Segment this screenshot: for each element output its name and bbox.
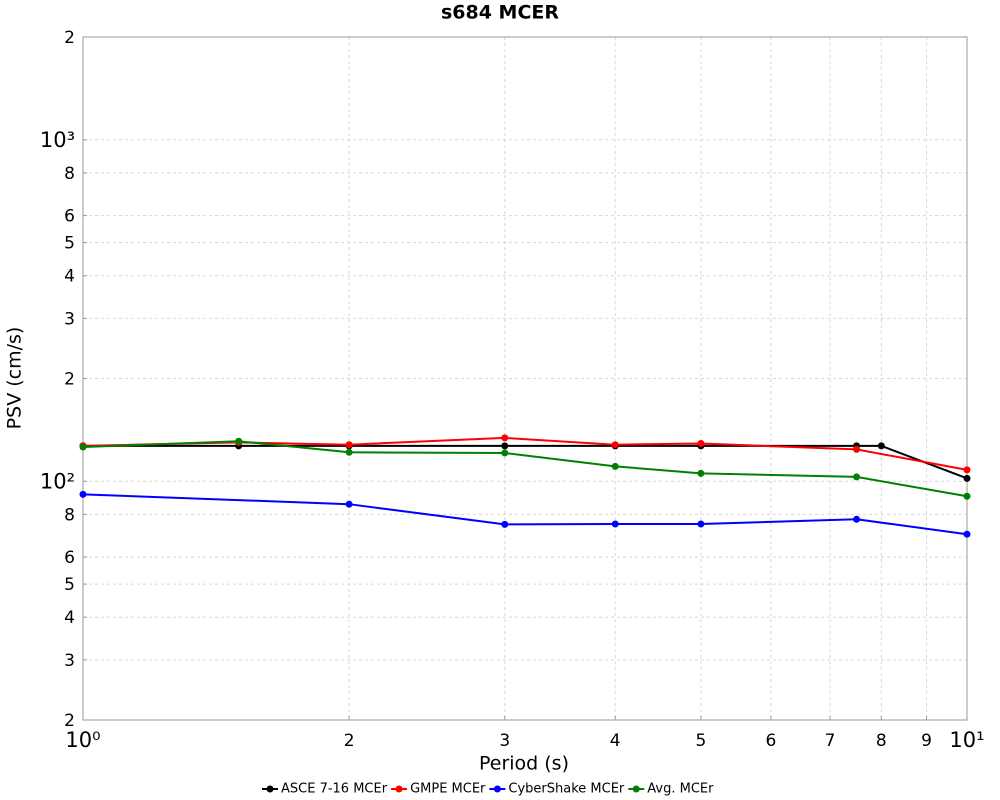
series-line [83,444,968,480]
data-point [79,443,87,451]
legend-marker [632,785,640,793]
plot-frame [82,36,968,721]
x-tick-label: 10⁰ [65,728,100,752]
y-tick-label: 4 [64,267,75,287]
y-tick-label: 4 [64,608,75,628]
legend-marker [266,785,274,793]
y-tick-label: 2 [64,711,75,731]
legend-label: ASCE 7-16 MCEr [281,782,388,797]
y-tick-label: 10² [40,469,75,493]
x-tick-label: 4 [610,731,621,751]
data-point [697,440,705,448]
x-axis-label: Period (s) [479,753,569,775]
legend-marker [395,785,403,793]
y-tick-label: 6 [64,207,75,227]
data-point [611,441,619,449]
data-point [853,473,861,481]
legend-marker [493,785,501,793]
data-point [611,462,619,470]
data-point [501,520,509,528]
data-point [345,500,353,508]
data-point [853,445,861,453]
x-tick-label: 8 [876,731,887,751]
x-tick-label: 3 [499,731,510,751]
data-point [877,442,885,450]
y-tick-label: 10³ [40,128,75,152]
data-point [963,530,971,538]
y-tick-label: 6 [64,548,75,568]
data-point [235,437,243,445]
y-tick-label: 8 [64,505,75,525]
x-tick-label: 10¹ [949,728,984,752]
data-point [963,466,971,474]
x-tick-label: 5 [695,731,706,751]
y-tick-label: 8 [64,164,75,184]
y-tick-label: 5 [64,575,75,595]
legend: ASCE 7-16 MCEr GMPE MCEr CyberShake MCEr Av… [262,782,714,797]
y-tick-label: 2 [64,370,75,390]
legend-label: CyberShake MCEr [508,782,625,797]
data-point [697,520,705,528]
y-tick-label: 3 [64,309,75,329]
legend-label: GMPE MCEr [410,782,486,797]
y-tick-label: 2 [64,28,75,48]
y-tick-label: 3 [64,651,75,671]
x-tick-label: 9 [921,731,932,751]
data-point [963,492,971,500]
data-point [501,442,509,450]
x-tick-label: 6 [765,731,776,751]
y-axis-label: PSV (cm/s) [4,327,26,430]
chart-title: s684 MCER [441,2,559,24]
series-line [82,440,968,498]
data-point [501,449,509,457]
data-point [79,490,87,498]
x-tick-label: 7 [825,731,836,751]
data-point [501,434,509,442]
legend-label: Avg. MCEr [647,782,714,797]
data-point [611,520,619,528]
y-tick-label: 5 [64,234,75,254]
x-tick-label: 2 [344,731,355,751]
data-point [697,469,705,477]
data-point [963,474,971,482]
data-point [345,448,353,456]
data-point [853,515,861,523]
data-point [345,441,353,449]
